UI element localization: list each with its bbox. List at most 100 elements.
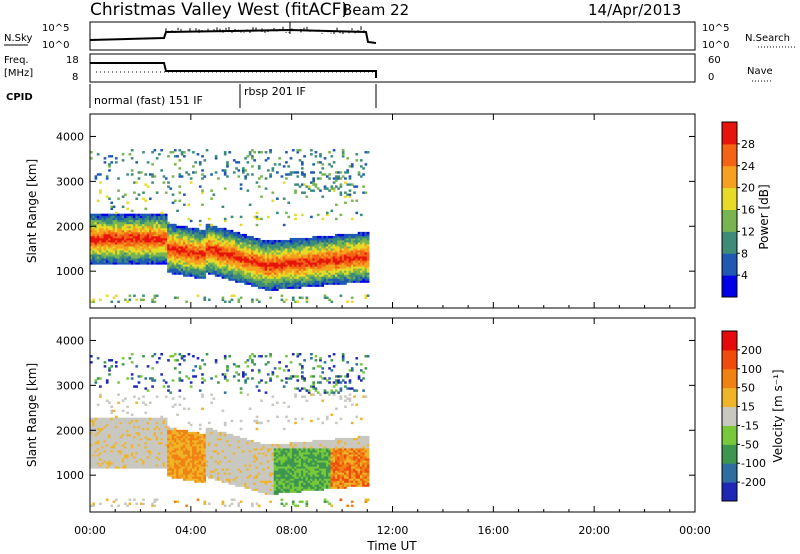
power-cell bbox=[151, 173, 154, 176]
velocity-cell bbox=[96, 425, 100, 429]
power-cell bbox=[266, 239, 270, 243]
velocity-cell bbox=[126, 431, 129, 435]
power-cell bbox=[298, 246, 302, 249]
power-cell bbox=[144, 241, 148, 245]
power-cell bbox=[282, 284, 286, 287]
power-cell bbox=[139, 221, 143, 225]
power-cell bbox=[353, 250, 356, 253]
power-cell bbox=[212, 229, 216, 233]
power-cell bbox=[164, 252, 168, 255]
power-cell bbox=[348, 280, 352, 283]
power-cell bbox=[112, 215, 116, 219]
velocity-cell bbox=[121, 357, 125, 360]
power-cell bbox=[278, 246, 281, 249]
velocity-cell bbox=[121, 441, 125, 445]
velocity-cell bbox=[90, 443, 93, 447]
velocity-cell bbox=[155, 466, 159, 469]
power-cell bbox=[230, 252, 234, 255]
power-cell bbox=[330, 235, 334, 239]
power-cell bbox=[248, 237, 252, 241]
power-cell bbox=[312, 250, 316, 253]
power-cell bbox=[296, 151, 300, 154]
velocity-cell bbox=[155, 439, 159, 443]
power-cell bbox=[323, 252, 327, 255]
power-cell bbox=[285, 270, 288, 273]
velocity-cell bbox=[180, 441, 184, 445]
power-cell bbox=[323, 260, 327, 263]
velocity-cell bbox=[121, 427, 125, 431]
velocity-cell bbox=[108, 425, 111, 429]
power-cell bbox=[178, 266, 182, 269]
power-cell bbox=[328, 298, 331, 301]
velocity-cell bbox=[112, 450, 116, 453]
power-cell bbox=[117, 250, 120, 253]
power-cell bbox=[353, 191, 356, 194]
power-cell bbox=[300, 268, 304, 271]
power-cell bbox=[187, 258, 191, 261]
velocity-cell bbox=[176, 474, 179, 477]
power-cell bbox=[296, 258, 300, 261]
power-cell bbox=[364, 233, 368, 237]
velocity-cell bbox=[105, 454, 109, 457]
power-cell bbox=[330, 266, 334, 269]
velocity-cell bbox=[146, 389, 150, 392]
power-cell bbox=[355, 276, 359, 279]
power-cell bbox=[183, 235, 186, 239]
power-cell bbox=[121, 239, 125, 243]
velocity-cell bbox=[173, 452, 177, 455]
velocity-cell bbox=[126, 452, 129, 455]
power-cell bbox=[110, 237, 114, 241]
velocity-cell bbox=[162, 435, 166, 439]
velocity-cell bbox=[151, 454, 154, 457]
power-cell bbox=[171, 252, 175, 255]
power-cell bbox=[319, 256, 322, 259]
velocity-cell bbox=[144, 433, 148, 437]
velocity-cell bbox=[114, 433, 118, 437]
power-cell bbox=[192, 227, 195, 231]
power-cell bbox=[262, 258, 266, 261]
velocity-cell bbox=[144, 419, 148, 423]
velocity-cell bbox=[164, 443, 168, 447]
power-cell bbox=[344, 181, 347, 184]
power-cell bbox=[248, 241, 252, 245]
power-cell bbox=[278, 163, 281, 166]
power-cell bbox=[167, 221, 170, 225]
power-cell bbox=[350, 266, 354, 269]
power-cell bbox=[146, 258, 150, 261]
power-cell bbox=[187, 235, 191, 239]
power-cell bbox=[221, 258, 225, 261]
velocity-cell bbox=[192, 460, 195, 463]
velocity-cell bbox=[126, 433, 129, 437]
power-cell bbox=[133, 248, 136, 251]
power-cell bbox=[210, 237, 213, 241]
power-cell bbox=[307, 258, 311, 261]
power-cell bbox=[90, 258, 93, 261]
velocity-cell bbox=[130, 429, 134, 433]
power-cell bbox=[105, 223, 109, 227]
power-cell bbox=[312, 264, 316, 267]
power-cell bbox=[244, 272, 247, 275]
power-cell bbox=[160, 229, 163, 233]
velocity-cell bbox=[128, 462, 132, 465]
power-cell bbox=[194, 235, 198, 239]
power-cell bbox=[337, 258, 340, 261]
velocity-cell bbox=[178, 389, 182, 392]
power-cell bbox=[350, 217, 354, 221]
power-cell bbox=[246, 264, 250, 267]
power-cell bbox=[260, 278, 263, 281]
power-cell bbox=[176, 248, 179, 251]
power-cell bbox=[278, 276, 281, 279]
power-cell bbox=[158, 239, 161, 243]
power-cell bbox=[271, 276, 275, 279]
velocity-cell bbox=[194, 365, 198, 368]
power-cell bbox=[257, 270, 261, 273]
power-cell bbox=[244, 260, 247, 263]
velocity-cell bbox=[130, 452, 134, 455]
power-cell bbox=[178, 149, 182, 152]
power-cell bbox=[364, 256, 368, 259]
power-cell bbox=[355, 258, 359, 261]
velocity-cell bbox=[169, 355, 173, 358]
power-cell bbox=[357, 252, 361, 255]
power-cell bbox=[130, 252, 134, 255]
velocity-cell bbox=[105, 448, 109, 451]
